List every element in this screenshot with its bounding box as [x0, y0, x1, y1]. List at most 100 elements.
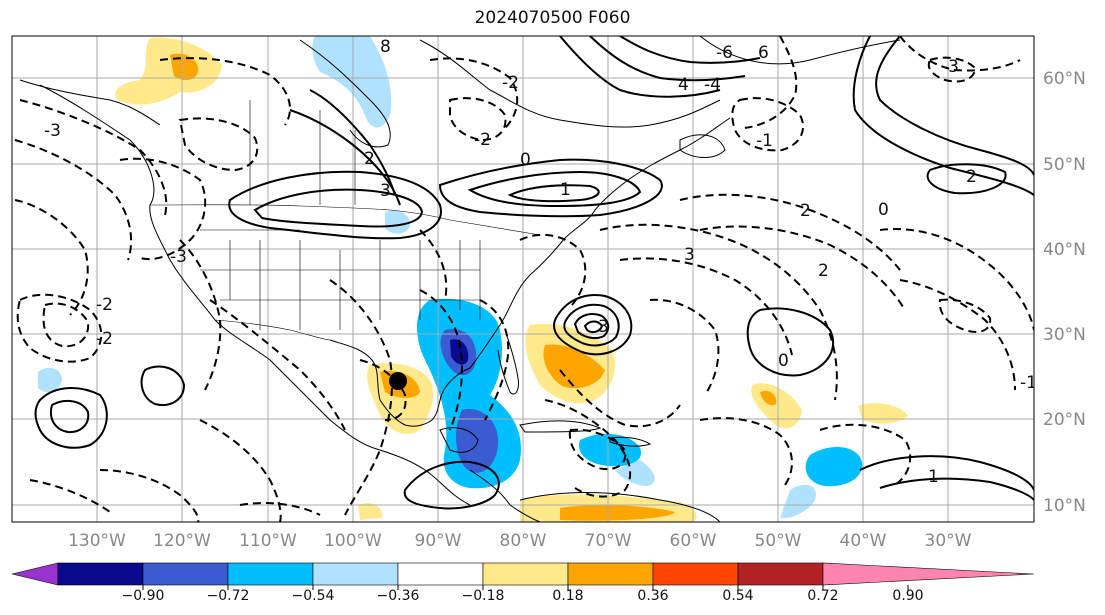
coastline-north-america-west	[39, 84, 471, 506]
negative-anomaly-greatlakes	[385, 210, 411, 234]
negative-anomaly-pacific	[38, 367, 62, 393]
colorbar-ticks	[142, 585, 909, 590]
colorbar-tick-label: 0.36	[637, 588, 668, 604]
coastline-central-america	[469, 469, 541, 522]
positive-anomaly-alaska	[115, 37, 222, 105]
contour-label: 1	[560, 180, 571, 200]
contour-label: 6	[758, 43, 769, 63]
colorbar: −0.90 −0.72 −0.54 −0.36 −0.18 0.18 0.36 …	[11, 562, 1035, 604]
contour-label: -4	[704, 75, 721, 95]
lat-label: 10°N	[1043, 496, 1086, 516]
coastline-cuba	[519, 420, 602, 433]
darkest-negative-gulf	[450, 339, 469, 365]
positive-anomaly-pacific-small	[358, 503, 383, 520]
longitude-labels: 130°W 120°W 110°W 100°W 90°W 80°W 70°W 6…	[68, 531, 972, 551]
coastline-florida	[497, 329, 519, 395]
colorbar-segment	[652, 562, 739, 586]
colorbar-segment	[312, 562, 399, 586]
contour-label: 4	[678, 75, 689, 95]
colorbar-segment	[57, 562, 144, 586]
lat-label: 40°N	[1043, 240, 1086, 260]
lon-label: 90°W	[415, 531, 462, 551]
lat-label: 30°N	[1043, 325, 1086, 345]
colorbar-tick-label: 0.90	[892, 588, 923, 604]
colorbar-segment	[737, 562, 824, 586]
map-panel: 8 -2 -3 2 3 0 -1 1 -4 -6 6 4 3 2 -2 -1 0…	[12, 36, 1037, 522]
contour-label: -2	[96, 329, 113, 349]
positive-anomaly-atlantic-east	[858, 403, 908, 424]
contour-label: 2	[364, 149, 375, 169]
coastline-newfoundland	[679, 134, 726, 158]
lon-label: 80°W	[500, 531, 547, 551]
strong-negative-gulf-s	[456, 409, 499, 473]
lon-label: 60°W	[670, 531, 717, 551]
us-state-lines	[200, 229, 481, 330]
contour-label: -2	[502, 73, 519, 93]
colorbar-tick-label: −0.72	[207, 588, 250, 604]
lon-label: 100°W	[324, 531, 382, 551]
coastline-greenland	[699, 36, 901, 65]
contour-labels: 8 -2 -3 2 3 0 -1 1 -4 -6 6 4 3 2 -2 -1 0…	[44, 37, 1037, 487]
coastline-gulf	[329, 339, 471, 427]
contour-label: -1	[756, 131, 773, 151]
contour-label: 2	[818, 261, 829, 281]
negative-anomaly-atlantic-edge	[780, 484, 816, 519]
lat-label: 20°N	[1043, 410, 1086, 430]
contour-label: 2	[966, 167, 977, 187]
lon-label: 30°W	[925, 531, 972, 551]
contour-label: 3	[598, 317, 609, 337]
positive-anomaly-florida-core	[543, 344, 605, 389]
storm-center-marker	[389, 372, 407, 390]
map-title: 2024070500 F060	[474, 8, 631, 28]
negative-anomaly-atlantic	[805, 446, 863, 487]
lat-label: 50°N	[1043, 155, 1086, 175]
contour-label: 0	[878, 200, 889, 220]
coastline-hispaniola	[609, 436, 652, 447]
lon-label: 70°W	[585, 531, 632, 551]
lon-label: 110°W	[239, 531, 297, 551]
colorbar-tick-labels: −0.90 −0.72 −0.54 −0.36 −0.18 0.18 0.36 …	[122, 588, 924, 604]
latitude-labels: 60°N 50°N 40°N 30°N 20°N 10°N	[1043, 69, 1086, 516]
contour-label: -3	[170, 247, 187, 267]
colorbar-tick-label: −0.36	[377, 588, 420, 604]
colorbar-segment	[227, 562, 314, 586]
positive-anomaly-southamerica-core	[560, 505, 675, 521]
colorbar-extend-max	[822, 562, 1035, 586]
contour-label: -6	[716, 43, 733, 63]
dashed-contours	[14, 36, 1034, 522]
contour-label: -1	[1020, 373, 1037, 393]
contour-label: 8	[380, 37, 391, 57]
colorbar-segments	[11, 562, 1035, 586]
colorbar-tick-label: 0.18	[552, 588, 583, 604]
us-mexico-border	[214, 319, 331, 341]
lon-label: 130°W	[68, 531, 126, 551]
colorbar-tick-label: −0.54	[292, 588, 335, 604]
lon-label: 40°W	[840, 531, 887, 551]
us-canada-border	[149, 204, 541, 236]
contour-label: -2	[96, 295, 113, 315]
colorbar-tick-label: −0.18	[462, 588, 505, 604]
colorbar-extend-min	[11, 562, 59, 586]
lat-label: 60°N	[1043, 69, 1086, 89]
contour-lines	[14, 36, 1034, 522]
coastline-yucatan	[439, 427, 479, 453]
contour-label: 1	[928, 467, 939, 487]
contour-label: -3	[942, 57, 959, 77]
contour-label: -3	[44, 121, 61, 141]
contour-label: 2	[800, 201, 811, 221]
colorbar-segment	[567, 562, 654, 586]
colorbar-segment	[482, 562, 569, 586]
canada-provincial-lines	[249, 100, 356, 205]
contour-label: 3	[380, 181, 391, 201]
colorbar-tick-label: 0.72	[807, 588, 838, 604]
negative-anomaly-caribbean-edge	[615, 460, 655, 486]
contour-label: 0	[520, 150, 531, 170]
colorbar-tick-label: −0.90	[122, 588, 165, 604]
political-borders	[149, 100, 541, 341]
contour-label: 3	[684, 245, 695, 265]
coastline-alaska	[19, 79, 161, 126]
lon-label: 120°W	[153, 531, 211, 551]
map-frame	[11, 35, 1035, 523]
colorbar-tick-label: 0.54	[722, 588, 753, 604]
